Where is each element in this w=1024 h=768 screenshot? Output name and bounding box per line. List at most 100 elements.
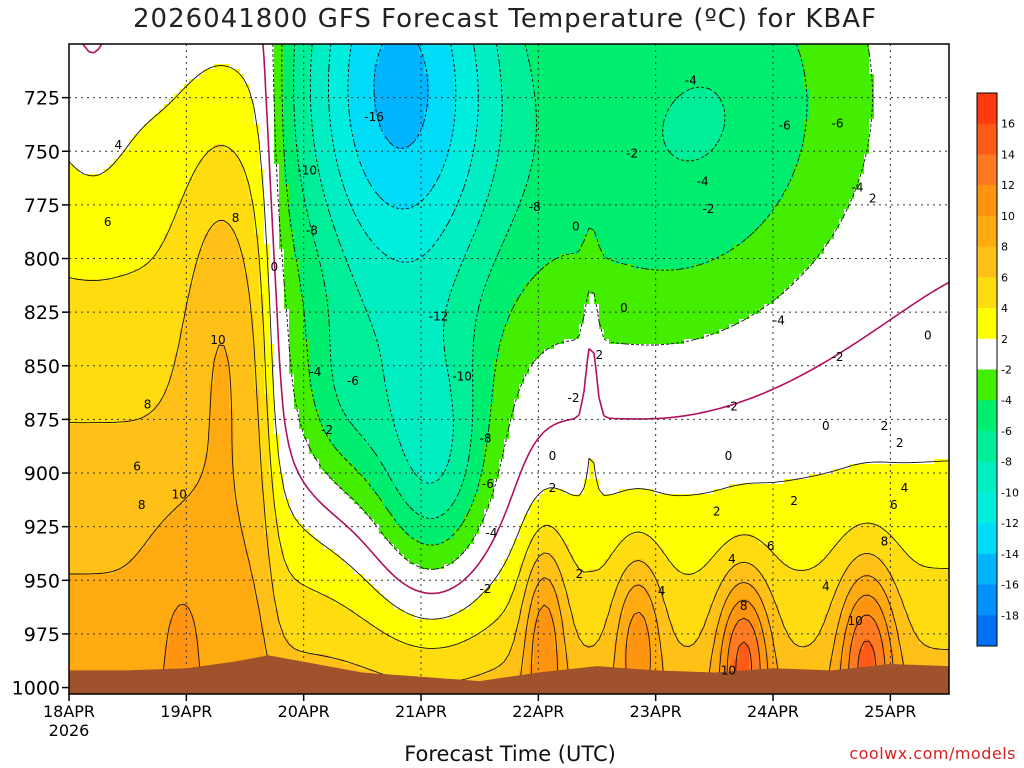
y-tick-label: 900: [24, 463, 60, 485]
x-tick-label: 24APR: [747, 702, 799, 721]
contour-label: 0: [620, 301, 628, 315]
colorbar: 16 14 12 10 8 6 4 2 -2 -4 -6 -8 -10 -12 -14 -16 -18: [976, 92, 1019, 647]
contour-label: 8: [138, 498, 146, 512]
y-tick-label: 950: [24, 570, 60, 592]
contour-label: 8: [881, 535, 889, 549]
x-tick-label: 20APR: [278, 702, 330, 721]
contour-label: -10: [452, 370, 472, 384]
colorbar-label: -2: [1001, 364, 1012, 377]
contour-label: 0: [549, 449, 557, 463]
contour-label: -6: [347, 374, 359, 388]
colorbar-swatch: [977, 615, 997, 647]
contour-label: -16: [364, 110, 384, 124]
colorbar-label: 8: [1001, 241, 1008, 254]
contour-label: -2: [626, 146, 638, 160]
y-tick-label: 725: [24, 88, 60, 110]
contour-label: 8: [232, 211, 240, 225]
colorbar-swatch: [977, 185, 997, 217]
terrain-surface-fill: [69, 655, 949, 694]
colorbar-label: -8: [1001, 456, 1012, 469]
contour-line: [69, 220, 949, 685]
contour-label: 2: [549, 481, 557, 495]
contour-label: 2: [576, 567, 584, 581]
temperature-fill-field: [69, 44, 949, 694]
contour-label: 4: [728, 552, 736, 566]
contour-label: 8: [144, 397, 152, 411]
contour-label: 10: [847, 614, 862, 628]
contour-label: 2: [596, 348, 604, 362]
terrain-surface: [69, 655, 949, 694]
contour-line: [327, 44, 479, 263]
contour-line: [373, 44, 429, 149]
colorbar-swatch: [977, 553, 997, 585]
contour-label: 4: [822, 580, 830, 594]
contour-label: 0: [725, 449, 733, 463]
colorbar-label: -16: [1001, 579, 1019, 592]
contour-label: 2: [790, 494, 798, 508]
contour-line: [82, 44, 949, 595]
contour-label: 4: [658, 584, 666, 598]
contour-line: [347, 44, 457, 210]
contour-label: 0: [924, 329, 932, 343]
colorbar-label: -12: [1001, 517, 1019, 530]
colorbar-swatch: [977, 93, 997, 125]
contour-line: [69, 145, 949, 649]
contour-label: -2: [832, 350, 844, 364]
contour-label: -10: [297, 164, 317, 178]
contour-label: 0: [822, 419, 830, 433]
contour-line: [272, 44, 873, 570]
credit-text: coolwx.com/models: [849, 744, 1016, 763]
colorbar-label: 14: [1001, 148, 1015, 161]
colorbar-label: 16: [1001, 118, 1015, 131]
y-tick-label: 875: [24, 409, 60, 431]
contour-label: -2: [321, 423, 333, 437]
contour-label: -8: [306, 224, 318, 238]
contour-label: -4: [685, 73, 697, 87]
contour-label: -2: [480, 582, 492, 596]
colorbar-swatch: [977, 430, 997, 463]
colorbar-label: 10: [1001, 210, 1015, 223]
x-tick-label: 19APR: [160, 702, 212, 721]
contour-label: -4: [485, 526, 497, 540]
temperature-contour-lines: [69, 44, 949, 694]
colorbar-swatch: [977, 246, 997, 278]
contour-label: 4: [114, 138, 122, 152]
contour-label: -2: [568, 391, 580, 405]
colorbar-swatch: [977, 523, 997, 555]
contour-label: -4: [773, 314, 785, 328]
contour-label: 2: [869, 191, 877, 205]
chart-title: 2026041800 GFS Forecast Temperature (ºC)…: [0, 4, 1010, 34]
colorbar-swatch: [977, 338, 997, 370]
colorbar-swatch: [977, 123, 997, 155]
contour-label: -4: [851, 181, 863, 195]
colorbar-swatch: [977, 154, 997, 186]
colorbar-label: 12: [1001, 179, 1015, 192]
colorbar-label: -14: [1001, 548, 1019, 561]
colorbar-label: -6: [1001, 425, 1012, 438]
contour-line: [281, 44, 808, 546]
contour-label: 10: [172, 487, 187, 501]
y-tick-label: 1000: [12, 678, 60, 700]
contour-label: 10: [721, 663, 736, 677]
contour-line: [293, 44, 726, 520]
colorbar-swatch: [977, 277, 997, 309]
contour-label: 10: [210, 333, 225, 347]
colorbar-label: 6: [1001, 271, 1008, 284]
contour-label: 6: [133, 460, 141, 474]
contour-label: 6: [890, 498, 898, 512]
colorbar-label: -4: [1001, 394, 1012, 407]
contour-label: 2: [896, 436, 904, 450]
colorbar-label: -10: [1001, 486, 1019, 499]
contour-label: 2: [881, 419, 889, 433]
x-tick-label: 21APR: [395, 702, 447, 721]
contour-label: 6: [104, 215, 112, 229]
x-axis-title: Forecast Time (UTC): [300, 742, 720, 766]
contour-label: -2: [726, 400, 738, 414]
contour-line: [309, 44, 503, 484]
plot-frame: [68, 43, 950, 695]
colorbar-swatch: [977, 308, 997, 340]
x-tick-label: 18APR: [43, 702, 95, 721]
y-tick-label: 975: [24, 624, 60, 646]
y-axis: 725 750 775 800 825 850 875 900 925 950 975 1000: [12, 88, 69, 700]
